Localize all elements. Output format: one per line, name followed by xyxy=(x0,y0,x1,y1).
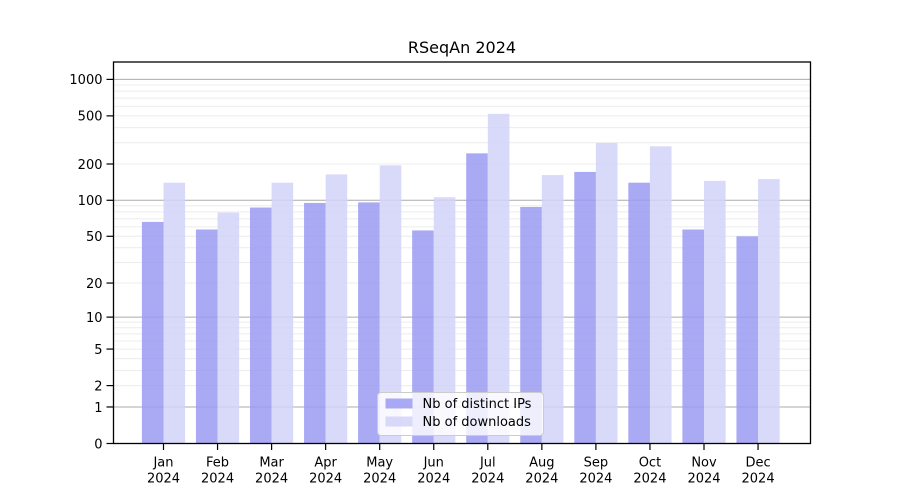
bar-nov-downloads xyxy=(704,180,726,444)
y-tick-label-0: 0 xyxy=(94,437,102,452)
legend-swatch-ips xyxy=(385,398,413,409)
bar-may-ips xyxy=(358,202,380,444)
y-tick-label-100: 100 xyxy=(78,194,103,209)
y-tick-label-1000: 1000 xyxy=(69,73,102,88)
x-tick-label-year-apr: 2024 xyxy=(309,472,342,487)
legend-label-downloads: Nb of downloads xyxy=(423,415,532,430)
y-axis: 0 1 2 5 10 20 50 100 200 500 1000 xyxy=(69,73,114,452)
x-tick-label-year-aug: 2024 xyxy=(525,472,558,487)
plot-frame xyxy=(112,61,812,445)
x-axis: Jan2024Feb2024Mar2024Apr2024May2024Jun20… xyxy=(147,443,775,487)
x-tick-label-year-jan: 2024 xyxy=(147,472,180,487)
bar-oct-downloads xyxy=(649,146,672,444)
y-tick-label-5: 5 xyxy=(94,343,102,358)
bar-nov-ips xyxy=(682,229,704,444)
x-tick-label-year-mar: 2024 xyxy=(255,472,288,487)
chart-title: RSeqAn 2024 xyxy=(408,38,516,57)
x-tick-label-month-dec: Dec xyxy=(745,456,770,471)
bar-feb-ips xyxy=(195,229,218,444)
bar-jun-ips xyxy=(412,230,434,444)
x-tick-label-year-may: 2024 xyxy=(363,472,396,487)
y-tick-label-200: 200 xyxy=(78,158,103,173)
y-tick-label-2: 2 xyxy=(94,379,102,394)
bar-jun-downloads xyxy=(433,197,456,444)
legend-label-ips: Nb of distinct IPs xyxy=(423,397,532,412)
bar-dec-downloads xyxy=(758,179,780,444)
y-tick-label-20: 20 xyxy=(86,277,103,292)
bar-mar-downloads xyxy=(271,182,294,444)
bar-aug-ips xyxy=(520,206,542,444)
x-tick-label-month-feb: Feb xyxy=(206,456,229,471)
bar-apr-ips xyxy=(304,202,326,444)
bar-sep-downloads xyxy=(595,143,618,444)
x-tick-label-year-oct: 2024 xyxy=(633,472,666,487)
legend: Nb of distinct IPs Nb of downloads xyxy=(377,392,544,436)
bar-dec-ips xyxy=(736,236,759,444)
x-tick-label-month-oct: Oct xyxy=(639,456,661,471)
bar-feb-downloads xyxy=(217,212,240,444)
legend-box xyxy=(377,392,544,436)
x-tick-label-month-aug: Aug xyxy=(529,456,554,471)
x-tick-label-year-jun: 2024 xyxy=(417,472,450,487)
x-tick-label-month-nov: Nov xyxy=(691,456,717,471)
y-tick-label-10: 10 xyxy=(86,311,103,326)
bar-jul-downloads xyxy=(487,113,510,444)
bar-jan-downloads xyxy=(163,182,186,444)
x-tick-label-year-nov: 2024 xyxy=(687,472,720,487)
x-tick-label-month-apr: Apr xyxy=(314,456,337,471)
bar-oct-ips xyxy=(628,182,650,444)
bars xyxy=(141,113,780,444)
x-tick-label-year-jul: 2024 xyxy=(471,472,504,487)
series-ips xyxy=(141,153,759,444)
bar-may-downloads xyxy=(379,165,402,444)
x-tick-label-month-may: May xyxy=(366,456,393,471)
x-tick-label-year-dec: 2024 xyxy=(742,472,775,487)
x-tick-label-month-jul: Jul xyxy=(479,456,496,471)
bar-jan-ips xyxy=(141,221,164,444)
y-tick-label-50: 50 xyxy=(86,230,103,245)
y-tick-label-500: 500 xyxy=(78,110,103,125)
legend-swatch-downloads xyxy=(385,416,413,427)
x-tick-label-month-mar: Mar xyxy=(259,456,284,471)
x-tick-label-month-sep: Sep xyxy=(584,456,609,471)
bar-apr-downloads xyxy=(325,174,348,444)
series-downloads xyxy=(163,113,780,444)
x-tick-label-month-jan: Jan xyxy=(152,456,173,471)
bar-mar-ips xyxy=(250,207,272,444)
bar-sep-ips xyxy=(574,171,596,444)
y-tick-label-1: 1 xyxy=(94,401,102,416)
x-tick-label-year-sep: 2024 xyxy=(579,472,612,487)
x-tick-label-month-jun: Jun xyxy=(423,456,444,471)
x-tick-label-year-feb: 2024 xyxy=(201,472,234,487)
bar-aug-downloads xyxy=(541,175,564,444)
bar-jul-ips xyxy=(466,153,488,444)
